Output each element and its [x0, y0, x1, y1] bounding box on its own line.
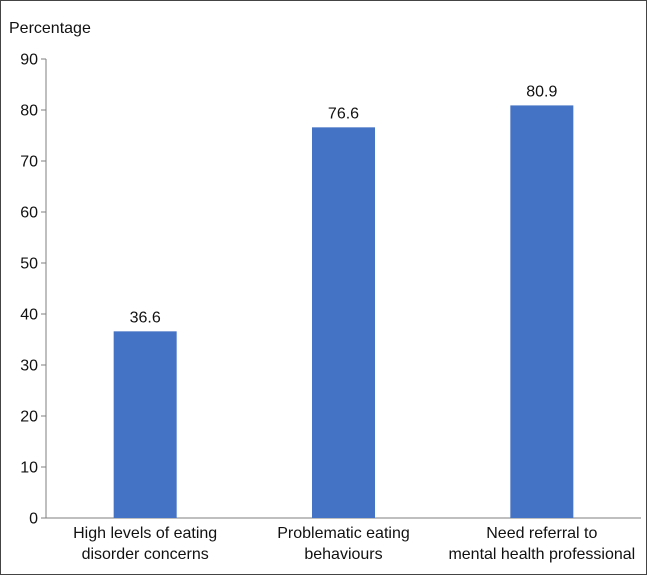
bar [113, 331, 177, 518]
x-tick-label: mental health professional [448, 546, 635, 563]
y-tick-label: 50 [20, 256, 38, 273]
bar [312, 127, 375, 518]
y-tick-label: 60 [20, 205, 38, 222]
x-tick-label: behaviours [304, 546, 382, 563]
y-tick-label: 90 [20, 52, 38, 69]
y-tick-label: 40 [20, 307, 38, 324]
y-tick-labels: 0 10 20 30 40 50 60 70 80 90 [20, 52, 38, 528]
x-tick-label: Need referral to [486, 525, 597, 542]
y-axis-label: Percentage [9, 20, 91, 37]
y-tick-label: 80 [20, 103, 38, 120]
y-tick-label: 70 [20, 154, 38, 171]
data-labels: 36.6 76.6 80.9 [130, 83, 558, 326]
data-label: 80.9 [526, 83, 557, 100]
y-tick-label: 30 [20, 358, 38, 375]
bars [113, 105, 574, 518]
x-tick-labels: High levels of eating disorder concerns Pr… [73, 525, 635, 563]
x-tick-label: High levels of eating [73, 525, 217, 542]
bar [510, 105, 574, 518]
x-tick-label: Problematic eating [277, 525, 410, 542]
x-tick-label: disorder concerns [82, 546, 209, 563]
y-tick-label: 0 [29, 511, 38, 528]
data-label: 36.6 [130, 309, 161, 326]
y-tick-label: 10 [20, 460, 38, 477]
y-tick-label: 20 [20, 409, 38, 426]
data-label: 76.6 [328, 105, 359, 122]
